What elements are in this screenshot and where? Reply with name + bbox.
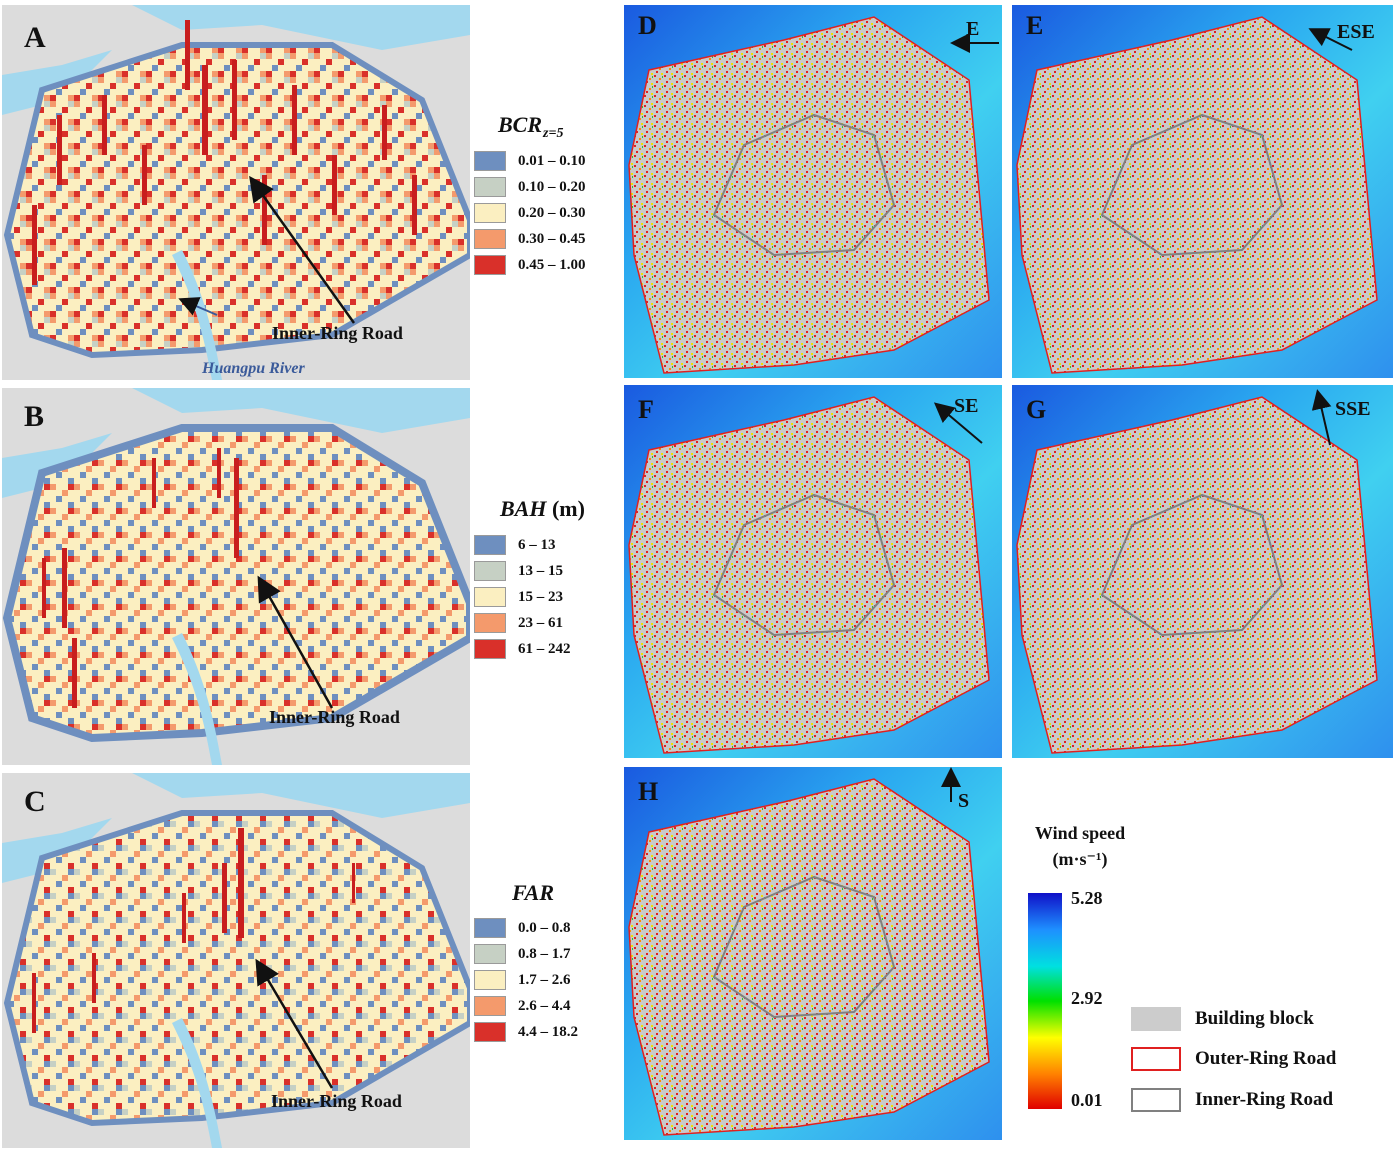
legend-title: FAR [512, 880, 554, 906]
inner-ring-road-label: Inner-Ring Road [269, 707, 400, 727]
legend-title-subscript: z=5 [543, 126, 564, 141]
legend-item: 1.7 – 2.6 [474, 970, 571, 990]
legend-title: BAH (m) [500, 496, 585, 522]
wind-colorbar [1028, 893, 1062, 1109]
legend-item: 6 – 13 [474, 535, 556, 555]
legend-item: 0.01 – 0.10 [474, 151, 586, 171]
legend-item: 61 – 242 [474, 639, 571, 659]
panel-label: D [638, 11, 657, 40]
legend-item: 0.30 – 0.45 [474, 229, 586, 249]
wind-field-map [1012, 5, 1393, 378]
legend-title-main: FAR [512, 880, 555, 905]
key-inner-ring-road: Inner-Ring Road [1131, 1088, 1333, 1112]
legend-title-unit: (m) [551, 496, 585, 521]
panel-label: C [24, 785, 46, 818]
panel-f-wind-map: F SE [624, 385, 1002, 758]
wind-field-map [624, 385, 1002, 758]
inner-ring-road-label: Inner-Ring Road [271, 1091, 402, 1111]
wind-field-map [1012, 385, 1393, 758]
wind-direction-label: ESE [1337, 21, 1375, 43]
panel-a-bcr-map: A Inner-Ring Road Huangpu River [2, 5, 470, 380]
panel-label: E [1026, 11, 1044, 40]
legend-item: 0.0 – 0.8 [474, 918, 571, 938]
legend-item: 23 – 61 [474, 613, 563, 633]
legend-item: 0.8 – 1.7 [474, 944, 571, 964]
river-label: Huangpu River [202, 360, 305, 377]
bah-3d-map [2, 388, 470, 765]
legend-item: 15 – 23 [474, 587, 563, 607]
panel-label: A [24, 21, 46, 54]
legend-title-main: BAH [500, 496, 547, 521]
wind-direction-label: SE [954, 395, 979, 417]
panel-h-wind-map: H S [624, 767, 1002, 1140]
wind-direction-label: S [958, 790, 970, 812]
bcr-3d-map [2, 5, 470, 380]
key-outer-ring-road: Outer-Ring Road [1131, 1047, 1336, 1071]
building-block-swatch [1131, 1007, 1181, 1031]
colorbar-mid-label: 2.92 [1071, 988, 1103, 1008]
outer-ring-swatch [1131, 1047, 1181, 1071]
panel-g-wind-map: G SSE [1012, 385, 1393, 758]
panel-b-bah-map: B Inner-Ring Road [2, 388, 470, 765]
panel-label: G [1026, 395, 1047, 424]
wind-direction-label: E [966, 18, 980, 40]
colorbar-max-label: 5.28 [1071, 888, 1103, 908]
legend-item: 0.20 – 0.30 [474, 203, 586, 223]
legend-title: BCRz=5 [498, 112, 563, 142]
panel-label: H [638, 777, 659, 806]
legend-item: 0.10 – 0.20 [474, 177, 586, 197]
key-building-block: Building block [1131, 1007, 1314, 1031]
panel-d-wind-map: D E [624, 5, 1002, 378]
legend-item: 0.45 – 1.00 [474, 255, 586, 275]
wind-field-map [624, 767, 1002, 1140]
wind-field-map [624, 5, 1002, 378]
inner-ring-road-label: Inner-Ring Road [272, 323, 403, 343]
panel-e-wind-map: E ESE [1012, 5, 1393, 378]
far-3d-map [2, 773, 470, 1148]
legend-item: 4.4 – 18.2 [474, 1022, 578, 1042]
colorbar-min-label: 0.01 [1071, 1090, 1103, 1110]
legend-item: 2.6 – 4.4 [474, 996, 571, 1016]
panel-label: F [638, 395, 654, 424]
wind-speed-title: Wind speed (m·s⁻¹) [1034, 823, 1126, 869]
panel-c-far-map: C Inner-Ring Road [2, 773, 470, 1148]
wind-direction-label: SSE [1335, 398, 1371, 420]
inner-ring-swatch [1131, 1088, 1181, 1112]
legend-item: 13 – 15 [474, 561, 563, 581]
legend-title-main: BCR [498, 112, 543, 137]
panel-label: B [24, 400, 45, 433]
